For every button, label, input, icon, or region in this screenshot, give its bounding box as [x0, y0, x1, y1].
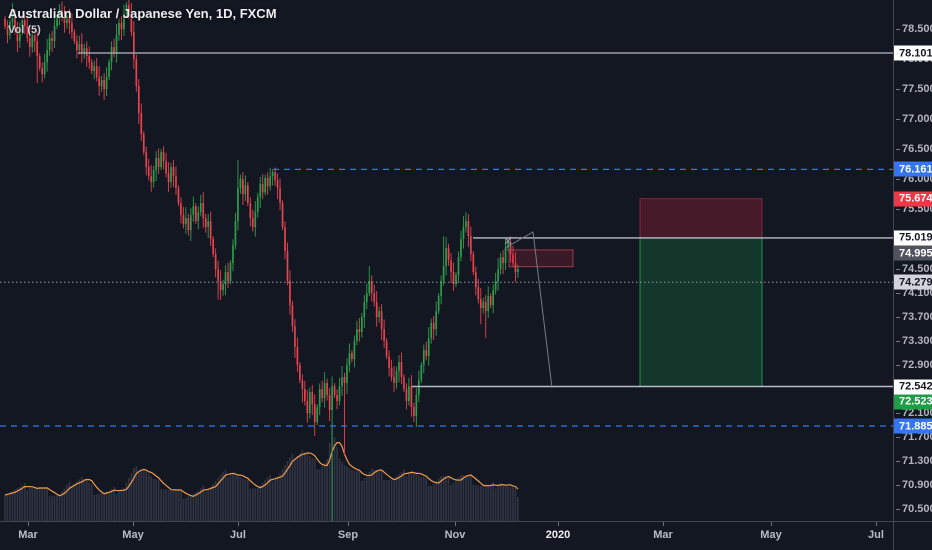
symbol-title[interactable]: Australian Dollar / Japanese Yen, 1D, FX… [8, 6, 277, 21]
price-tick: 77.000 [896, 113, 932, 125]
time-label-Mar: Mar [653, 529, 673, 541]
time-tick [348, 522, 349, 526]
time-tick [238, 522, 239, 526]
price-tick: 70.500 [896, 503, 932, 515]
time-label-Jul: Jul [868, 529, 884, 541]
time-tick [771, 522, 772, 526]
price-tick: 74.100 [896, 287, 932, 299]
time-tick [455, 522, 456, 526]
price-tick: 71.700 [896, 431, 932, 443]
stop-zone-box[interactable] [639, 198, 763, 239]
time-label-2020: 2020 [545, 529, 571, 541]
price-tick: 72.900 [896, 359, 932, 371]
time-label-Nov: Nov [444, 529, 466, 541]
volume-ma-line [4, 442, 519, 497]
volume-layer [4, 427, 519, 521]
time-label-Sep: Sep [337, 529, 359, 541]
level-lines-layer [0, 52, 893, 427]
time-tick [558, 522, 559, 526]
price-label-71.885: 71.885 [894, 418, 932, 434]
projection-line[interactable] [504, 231, 553, 389]
price-label-75.674: 75.674 [894, 191, 932, 207]
price-label-74.995: 74.995 [894, 245, 932, 261]
price-tick: 74.500 [896, 263, 932, 275]
price-tick: 73.700 [896, 311, 932, 323]
time-label-May: May [760, 529, 782, 541]
price-label-72.542: 72.542 [894, 379, 932, 394]
time-axis[interactable]: Mar May Jul Sep Nov 2020 Mar May Jul [0, 521, 932, 550]
price-tick: 75.500 [896, 203, 932, 215]
price-tick: 76.500 [896, 143, 932, 155]
price-tick: 71.300 [896, 455, 932, 467]
time-tick [133, 522, 134, 526]
entry-zone-box[interactable] [508, 249, 574, 268]
time-label-Mar: Mar [18, 529, 38, 541]
price-tick: 77.500 [896, 83, 932, 95]
price-label-74.279: 74.279 [894, 274, 932, 290]
price-tick: 72.100 [896, 407, 932, 419]
volume-indicator-label[interactable]: Vol (5) [8, 24, 41, 36]
time-tick [28, 522, 29, 526]
price-label-72.523: 72.523 [894, 394, 932, 410]
price-label-76.161: 76.161 [894, 161, 932, 177]
candles-layer [4, 0, 519, 521]
price-tick: 70.900 [896, 479, 932, 491]
time-label-May: May [122, 529, 144, 541]
time-label-Jul: Jul [230, 529, 246, 541]
price-axis[interactable]: 78.50078.00077.50077.00076.50076.00075.5… [893, 0, 932, 550]
chart-legend: Australian Dollar / Japanese Yen, 1D, FX… [8, 6, 277, 36]
price-tick: 78.500 [896, 23, 932, 35]
price-label-75.019: 75.019 [894, 230, 932, 246]
price-label-78.101: 78.101 [894, 45, 932, 61]
price-tick: 73.300 [896, 335, 932, 347]
target-zone-box[interactable] [639, 237, 763, 387]
time-tick [663, 522, 664, 526]
drawing-anchor-x-icon[interactable] [504, 237, 512, 245]
time-tick [876, 522, 877, 526]
